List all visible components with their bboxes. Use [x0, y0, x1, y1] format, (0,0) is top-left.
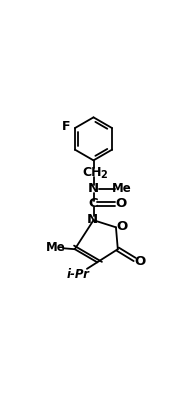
Text: O: O [116, 220, 127, 233]
Text: N: N [88, 183, 99, 195]
Text: Me: Me [46, 241, 66, 254]
Text: i-Pr: i-Pr [67, 268, 89, 281]
Text: C: C [89, 197, 98, 210]
Text: 2: 2 [100, 170, 107, 180]
Text: O: O [134, 255, 145, 268]
Text: N: N [86, 213, 98, 226]
Text: O: O [115, 197, 126, 210]
Text: Me: Me [112, 182, 132, 195]
Text: CH: CH [83, 166, 102, 179]
Text: F: F [62, 120, 71, 133]
